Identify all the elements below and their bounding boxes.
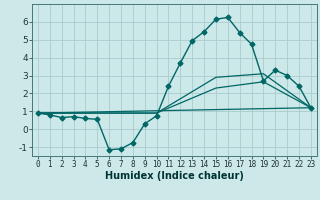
X-axis label: Humidex (Indice chaleur): Humidex (Indice chaleur)	[105, 171, 244, 181]
